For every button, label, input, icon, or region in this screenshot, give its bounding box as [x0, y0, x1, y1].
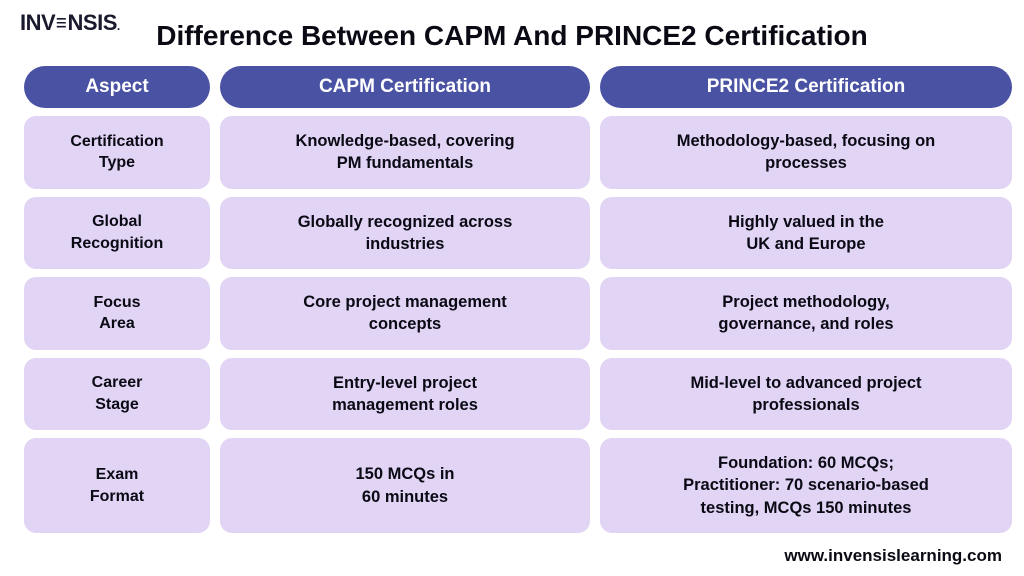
row-capm: Entry-level project management roles — [220, 358, 590, 431]
row-prince2: Highly valued in the UK and Europe — [600, 197, 1012, 270]
footer-url: www.invensislearning.com — [784, 546, 1002, 566]
column-header-aspect: Aspect — [24, 66, 210, 108]
row-prince2: Methodology-based, focusing on processes — [600, 116, 1012, 189]
row-aspect: Focus Area — [24, 277, 210, 350]
row-capm: 150 MCQs in 60 minutes — [220, 438, 590, 533]
row-aspect: Certification Type — [24, 116, 210, 189]
row-aspect: Global Recognition — [24, 197, 210, 270]
row-capm: Core project management concepts — [220, 277, 590, 350]
row-aspect: Career Stage — [24, 358, 210, 431]
page-title: Difference Between CAPM And PRINCE2 Cert… — [20, 20, 1004, 52]
brand-logo: INV≡NSIS. — [20, 10, 120, 36]
row-capm: Knowledge-based, covering PM fundamental… — [220, 116, 590, 189]
column-header-prince2: PRINCE2 Certification — [600, 66, 1012, 108]
row-prince2: Mid-level to advanced project profession… — [600, 358, 1012, 431]
row-aspect: Exam Format — [24, 438, 210, 533]
row-prince2: Project methodology, governance, and rol… — [600, 277, 1012, 350]
column-header-capm: CAPM Certification — [220, 66, 590, 108]
row-capm: Globally recognized across industries — [220, 197, 590, 270]
row-prince2: Foundation: 60 MCQs; Practitioner: 70 sc… — [600, 438, 1012, 533]
comparison-table: Aspect CAPM Certification PRINCE2 Certif… — [20, 66, 1004, 533]
